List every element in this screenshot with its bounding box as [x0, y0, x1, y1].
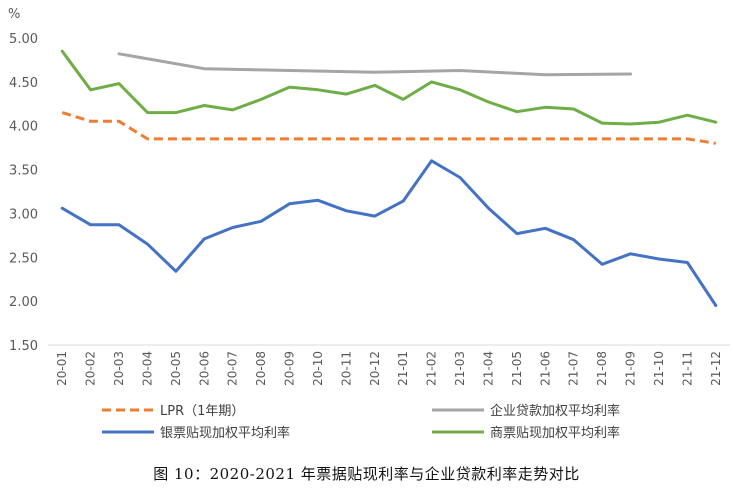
x-tick-label: 20-06 — [197, 351, 211, 386]
x-tick-label: 20-01 — [55, 351, 69, 386]
x-tick-label: 20-10 — [311, 351, 325, 386]
x-tick-label: 21-05 — [510, 351, 524, 386]
y-tick-label: 5.00 — [9, 32, 38, 47]
y-tick-label: 3.50 — [9, 164, 38, 179]
x-tick-label: 21-02 — [425, 351, 439, 386]
x-axis-ticks: 20-01 20-02 20-03 20-04 20-05 20-06 20-07 20-08… — [55, 351, 723, 386]
figure-caption: 图 10：2020-2021 年票据贴现利率与企业贷款利率走势对比 — [153, 465, 580, 483]
series-line-3 — [60, 159, 718, 307]
x-tick-label: 20-04 — [140, 351, 154, 386]
x-tick-label: 21-03 — [453, 351, 467, 386]
x-tick-label: 20-02 — [84, 351, 98, 386]
series-line-4 — [60, 49, 718, 126]
x-tick-label: 20-08 — [254, 351, 268, 386]
y-axis-ticks: 1.50 2.00 2.50 3.00 3.50 4.00 4.50 5.00 — [9, 32, 38, 354]
x-tick-label: 20-07 — [226, 351, 240, 386]
y-tick-label: 2.50 — [9, 251, 38, 266]
series-layer — [60, 49, 718, 307]
series-line-2 — [117, 52, 632, 77]
x-tick-label: 21-11 — [680, 351, 694, 386]
y-tick-label: 4.00 — [9, 120, 38, 135]
x-tick-label: 20-09 — [283, 351, 297, 386]
x-tick-label: 20-11 — [339, 351, 353, 386]
x-tick-label: 21-12 — [709, 351, 723, 386]
y-tick-label: 1.50 — [9, 339, 38, 354]
x-tick-label: 21-10 — [652, 351, 666, 386]
x-tick-label: 21-01 — [396, 351, 410, 386]
x-tick-label: 21-07 — [567, 351, 581, 386]
series-line-1 — [61, 111, 717, 145]
legend-label-2: 企业贷款加权平均利率 — [490, 403, 620, 419]
y-tick-label: 2.00 — [9, 295, 38, 310]
legend-label-3: 银票贴现加权平均利率 — [160, 425, 290, 441]
y-axis-unit: % — [8, 7, 20, 22]
x-tick-label: 20-05 — [169, 351, 183, 386]
x-tick-label: 21-04 — [481, 351, 495, 386]
x-tick-label: 21-08 — [595, 351, 609, 386]
x-tick-label: 21-09 — [624, 351, 638, 386]
line-chart: % 1.50 2.00 2.50 3.00 3.50 4.00 4.50 5.00 20-01… — [8, 7, 730, 441]
x-tick-label: 21-06 — [538, 351, 552, 386]
y-tick-label: 4.50 — [9, 76, 38, 91]
x-tick-label: 20-03 — [112, 351, 126, 386]
x-tick-label: 20-12 — [368, 351, 382, 386]
legend-label-1: LPR（1年期） — [160, 404, 244, 419]
legend-label-4: 商票贴现加权平均利率 — [490, 425, 620, 441]
y-tick-label: 3.00 — [9, 207, 38, 222]
